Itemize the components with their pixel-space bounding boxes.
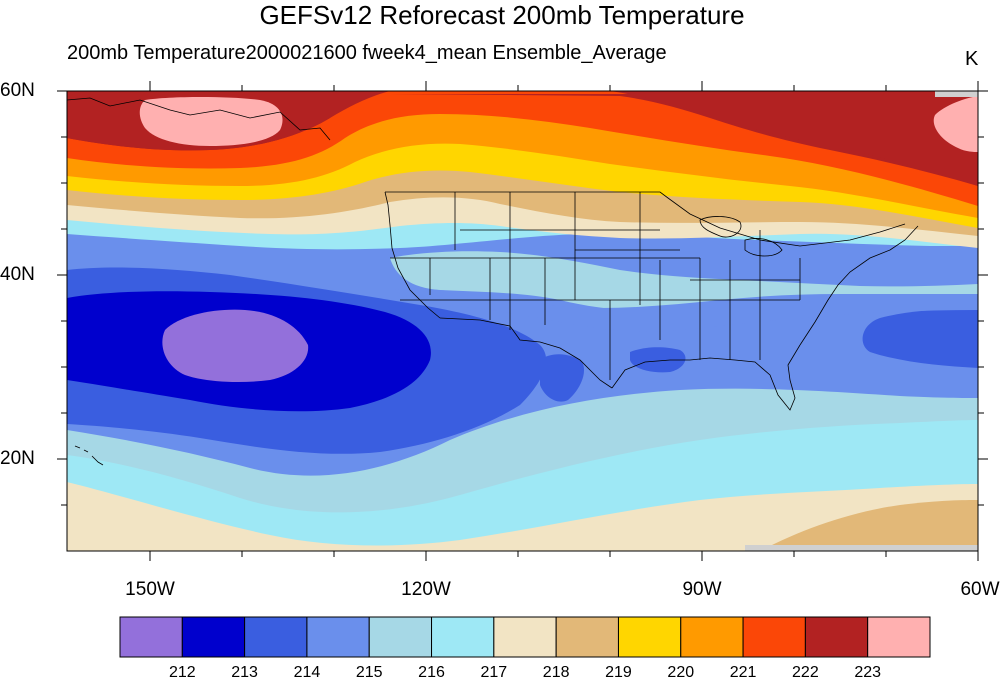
lat-label-20n: 20N: [0, 448, 35, 469]
lat-label-60n: 60N: [0, 80, 35, 101]
band-214-east: [862, 309, 978, 368]
colorbar-box: [555, 616, 619, 658]
colorbar-box: [368, 616, 433, 658]
missing-data-se: [745, 545, 978, 551]
band-224-west: [139, 97, 283, 146]
great-lakes: [699, 216, 783, 257]
colorbar-tick-label: 214: [293, 664, 321, 681]
figure-subtitle: 200mb Temperature2000021600 fweek4_mean …: [67, 42, 667, 64]
colorbar-tick-label: 213: [231, 664, 258, 681]
colorbar-box: [804, 616, 869, 658]
atlantic-coast: [799, 225, 919, 346]
band-224-east: [933, 96, 978, 152]
band-215-interior: [395, 289, 978, 332]
us-canada-border: [385, 191, 906, 247]
gulf-coast: [611, 344, 801, 411]
colorbar-tick-label: 212: [168, 664, 196, 681]
alaska-coast: [67, 97, 331, 141]
colorbar-box: [181, 616, 246, 658]
lon-label-60w: 60W: [960, 579, 1000, 600]
contour-fill-layer: [67, 91, 978, 551]
colorbar-box: [867, 616, 931, 658]
colorbar-box: [431, 616, 495, 658]
colorbar-box: [742, 616, 806, 658]
colorbar-tick-label: 223: [854, 664, 882, 681]
boundaries-layer: [67, 97, 919, 466]
colorbar-tick-label: 215: [355, 664, 383, 681]
colorbar-box: [493, 616, 557, 658]
colorbar-tick-label: 220: [667, 664, 695, 681]
colorbar-box: [617, 616, 682, 658]
lat-ticks: [57, 90, 988, 506]
colorbar-boxes: [119, 616, 931, 658]
colorbar-tick-label: 216: [418, 664, 445, 681]
band-212: [162, 309, 309, 383]
lon-label-120w: 120W: [401, 579, 451, 600]
colorbar-box: [119, 616, 183, 658]
colorbar-tick-label: 219: [605, 664, 632, 681]
lon-label-150w: 150W: [125, 579, 175, 600]
units-label: K: [965, 48, 979, 70]
colorbar-box: [244, 616, 308, 658]
us-mexico-border: [439, 317, 613, 389]
band-214-gulf: [630, 347, 686, 373]
figure-title: GEFSv12 Reforecast 200mb Temperature: [259, 0, 745, 30]
colorbar-tick-label: 222: [792, 664, 819, 681]
colorbar-tick-label: 218: [542, 664, 570, 681]
lat-label-40n: 40N: [0, 264, 35, 285]
colorbar-box: [306, 616, 370, 658]
hawaii-islands: [74, 445, 104, 466]
band-214-texas: [540, 354, 585, 402]
lon-ticks: [149, 81, 979, 561]
colorbar-tick-label: 217: [480, 664, 508, 681]
lon-label-90w: 90W: [682, 579, 722, 600]
colorbar-tick-label: 221: [729, 664, 757, 681]
missing-data-ne: [935, 91, 978, 97]
state-lines: [390, 192, 801, 380]
band-223-east: [610, 91, 978, 186]
band-219-se: [760, 500, 978, 551]
colorbar-box: [680, 616, 744, 658]
